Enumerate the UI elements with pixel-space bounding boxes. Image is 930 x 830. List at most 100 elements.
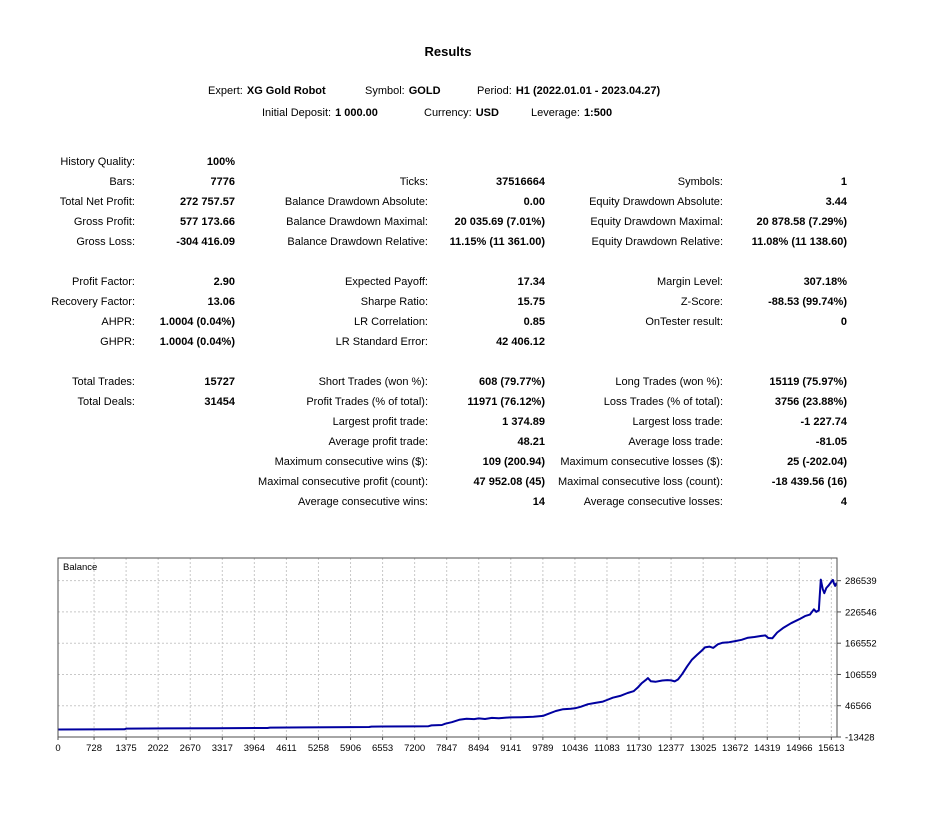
stat-value: 577 173.66	[179, 216, 235, 228]
stat-value: -88.53 (99.74%)	[768, 296, 847, 308]
stat-value: 3756 (23.88%)	[774, 396, 847, 408]
stat-label: AHPR:	[101, 316, 135, 328]
stat-label: Maximum consecutive wins ($):	[274, 456, 428, 468]
stat-label: Ticks:	[399, 176, 428, 188]
stat-label	[40, 472, 135, 492]
stat-label: Average consecutive losses:	[583, 496, 723, 508]
y-tick-label: 166552	[845, 639, 877, 650]
x-tick-label: 5906	[340, 743, 361, 754]
stat-label: Maximal consecutive profit (count):	[258, 476, 428, 488]
stat-label: Profit Factor:	[72, 276, 135, 288]
stat-label: Bars:	[109, 176, 135, 188]
x-tick-label: 14319	[754, 743, 780, 754]
stat-value: 47 952.08 (45)	[473, 476, 545, 488]
stat-value: -81.05	[815, 436, 847, 448]
y-tick-label: -13428	[845, 733, 875, 744]
x-tick-label: 4611	[276, 743, 296, 754]
stat-label: Short Trades (won %):	[318, 376, 428, 388]
stat-value: 2.90	[213, 276, 235, 288]
stat-label: Sharpe Ratio:	[360, 296, 428, 308]
x-tick-label: 8494	[468, 743, 489, 754]
leverage-field: Leverage: 1:500	[531, 107, 612, 119]
stat-row: Bars: 7776 Ticks: 37516664 Symbols: 1	[40, 172, 847, 192]
stat-label: Profit Trades (% of total):	[306, 396, 428, 408]
series-legend-label: Balance	[63, 562, 97, 573]
x-tick-label: 1375	[116, 743, 137, 754]
x-tick-label: 11730	[626, 743, 652, 754]
stat-label: Average loss trade:	[628, 436, 723, 448]
stat-row: Average consecutive wins: 14 Average conse…	[40, 492, 847, 512]
stat-value: -304 416.09	[176, 236, 235, 248]
stat-value: 20 878.58 (7.29%)	[756, 216, 847, 228]
x-tick-label: 6553	[372, 743, 393, 754]
x-tick-label: 3964	[244, 743, 265, 754]
stat-row: GHPR: 1.0004 (0.04%) LR Standard Error: 42 …	[40, 332, 847, 352]
plot-area	[58, 558, 837, 737]
symbol-label: Symbol:	[365, 85, 405, 97]
stat-row: Gross Loss: -304 416.09 Balance Drawdown R…	[40, 232, 847, 252]
stat-block: Profit Factor: 2.90 Expected Payoff: 17.34 M…	[40, 272, 847, 352]
stat-label	[545, 332, 723, 352]
symbol-value: GOLD	[408, 85, 441, 97]
x-tick-label: 15613	[818, 743, 844, 754]
page-title: Results	[424, 44, 472, 59]
y-tick-label: 226546	[845, 607, 877, 618]
stat-label: Maximal consecutive loss (count):	[557, 476, 723, 488]
stat-row: History Quality: 100%	[40, 152, 847, 172]
stat-row: Maximum consecutive wins ($): 109 (200.94…	[40, 452, 847, 472]
balance-chart: 0 728 1375 2022 2670 3317 3964 4611 5258 5906 6553…	[0, 548, 930, 771]
stat-row: Recovery Factor: 13.06 Sharpe Ratio: 15.75 Z…	[40, 292, 847, 312]
stat-label: Z-Score:	[680, 296, 723, 308]
x-tick-label: 14966	[786, 743, 812, 754]
stat-value: 15.75	[517, 296, 545, 308]
stat-value: 15727	[204, 376, 235, 388]
x-tick-label: 11083	[594, 743, 620, 754]
x-tick-label: 7200	[404, 743, 425, 754]
stat-value: 31454	[204, 396, 235, 408]
stat-value: 42 406.12	[496, 336, 545, 348]
x-tick-label: 7847	[436, 743, 457, 754]
y-tick-label: 46566	[845, 701, 871, 712]
stat-label: Symbols:	[677, 176, 723, 188]
stat-row: Profit Factor: 2.90 Expected Payoff: 17.34 M…	[40, 272, 847, 292]
stat-label	[235, 152, 428, 172]
x-tick-label: 9141	[500, 743, 521, 754]
stat-value: 1 374.89	[502, 416, 545, 428]
stat-value: 1.0004 (0.04%)	[159, 316, 235, 328]
stat-label: Gross Profit:	[73, 216, 135, 228]
stat-label: Balance Drawdown Absolute:	[284, 196, 428, 208]
stat-label	[40, 412, 135, 432]
x-tick-label: 728	[86, 743, 102, 754]
stat-label: Balance Drawdown Maximal:	[286, 216, 428, 228]
stat-label: LR Standard Error:	[335, 336, 428, 348]
balance-line	[57, 578, 838, 731]
stat-row: Total Net Profit: 272 757.57 Balance Drawd…	[40, 192, 847, 212]
stat-block: History Quality: 100% Bars: 7776 Ticks: 37516…	[40, 152, 847, 252]
stat-value: -1 227.74	[800, 416, 847, 428]
stat-value: 20 035.69 (7.01%)	[454, 216, 545, 228]
stat-value	[135, 432, 235, 452]
x-tick-label: 2670	[180, 743, 201, 754]
stat-value: -18 439.56 (16)	[771, 476, 847, 488]
x-tick-label: 13025	[690, 743, 716, 754]
stat-label: OnTester result:	[645, 316, 723, 328]
stat-label	[40, 452, 135, 472]
stat-row: Average profit trade: 48.21 Average loss t…	[40, 432, 847, 452]
stat-label	[40, 432, 135, 452]
stat-value: 11.15% (11 361.00)	[449, 236, 545, 248]
stat-label: GHPR:	[100, 336, 135, 348]
stat-label: Largest loss trade:	[632, 416, 724, 428]
stats-grid: History Quality: 100% Bars: 7776 Ticks: 37516…	[40, 152, 847, 532]
plot-border	[57, 557, 838, 738]
stat-label	[545, 152, 723, 172]
period-label: Period:	[477, 85, 512, 97]
stat-row: Maximal consecutive profit (count): 47 95…	[40, 472, 847, 492]
stat-row: Total Deals: 31454 Profit Trades (% of tot…	[40, 392, 847, 412]
period-field: Period: H1 (2022.01.01 - 2023.04.27)	[477, 85, 660, 97]
stat-value: 272 757.57	[179, 196, 235, 208]
stat-value: 1	[840, 176, 847, 188]
currency-value: USD	[475, 107, 499, 119]
stat-value: 307.18%	[803, 276, 847, 288]
stat-value: 17.34	[517, 276, 545, 288]
